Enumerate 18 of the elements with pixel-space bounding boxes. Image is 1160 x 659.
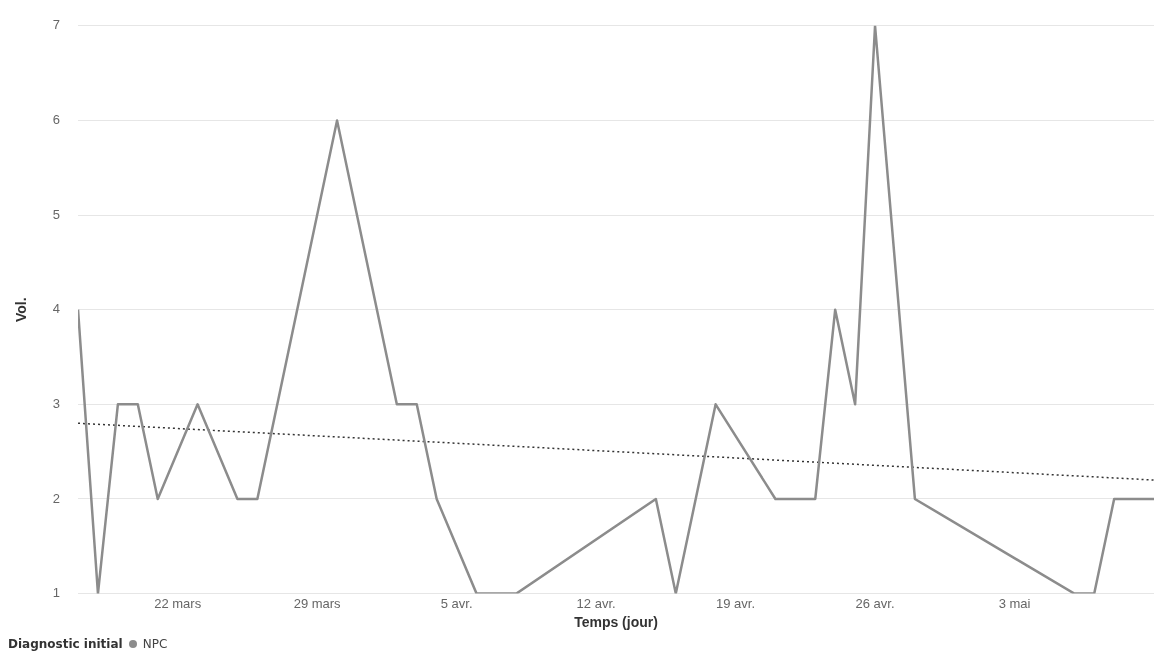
x-tick-label: 12 avr. — [576, 595, 616, 611]
y-tick-label: 3 — [52, 395, 61, 411]
y-tick-label: 7 — [52, 17, 61, 33]
legend-label: NPC — [142, 637, 168, 651]
x-tick-label: 19 avr. — [716, 595, 756, 611]
y-axis-title: Vol. — [13, 297, 30, 323]
y-tick-label: 2 — [52, 490, 61, 506]
y-tick-label: 4 — [52, 301, 61, 317]
x-tick-label: 26 avr. — [855, 595, 895, 611]
x-tick-label: 3 mai — [998, 595, 1031, 611]
x-tick-label: 5 avr. — [440, 595, 473, 611]
y-tick-label: 5 — [52, 206, 61, 222]
x-axis-title: Temps (jour) — [574, 614, 658, 631]
x-tick-label: 29 mars — [293, 595, 342, 611]
legend-title: Diagnostic initial — [8, 637, 123, 651]
y-tick-label: 1 — [52, 585, 61, 601]
x-tick-label: 22 mars — [154, 595, 202, 611]
y-tick-label: 6 — [52, 112, 61, 128]
